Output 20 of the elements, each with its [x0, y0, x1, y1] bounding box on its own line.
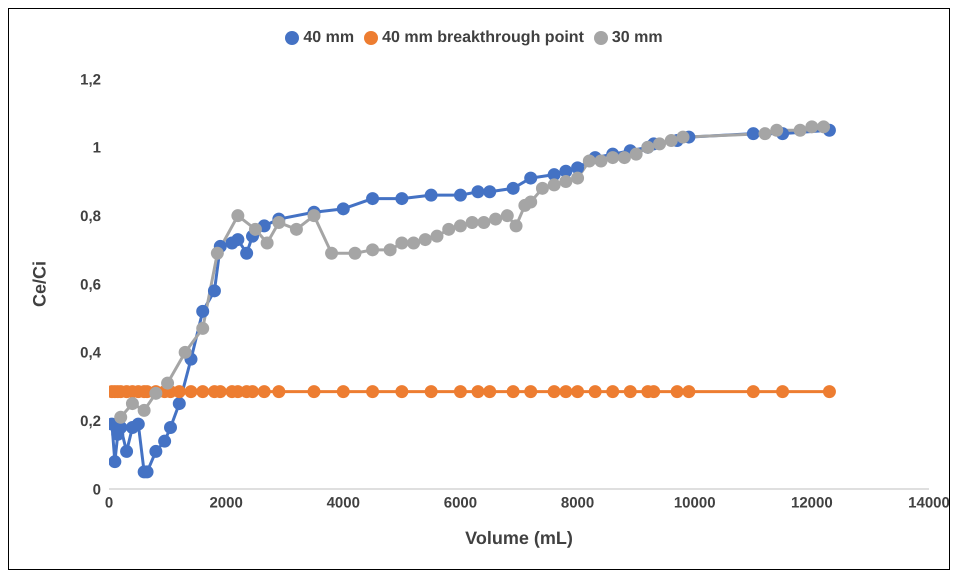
y-tick-label: 0: [92, 481, 101, 498]
legend-label: 40 mm: [303, 29, 354, 46]
x-tick-label: 4000: [326, 494, 360, 512]
legend-label: 40 mm breakthrough point: [382, 29, 584, 46]
y-tick-label: 0,8: [80, 208, 101, 225]
x-tick-label: 14000: [908, 494, 950, 512]
y-tick-label: 1: [92, 140, 101, 157]
x-axis-title: Volume (mL): [465, 528, 573, 548]
y-tick-label: 0,4: [80, 344, 102, 362]
y-tick-label: 0,6: [80, 276, 101, 294]
y-axis-title: Ce/Ci: [29, 260, 50, 308]
x-tick-label: 2000: [209, 494, 243, 512]
x-tick-label: 6000: [444, 494, 478, 512]
x-tick-label: 8000: [560, 494, 594, 512]
x-tick-label: 10000: [674, 494, 716, 512]
y-tick-label: 0,2: [80, 412, 101, 430]
x-tick-label: 0: [104, 494, 114, 512]
x-tick-label: 12000: [791, 494, 833, 512]
y-tick-label: 1,2: [80, 71, 101, 88]
legend-label: 30 mm: [612, 29, 663, 46]
